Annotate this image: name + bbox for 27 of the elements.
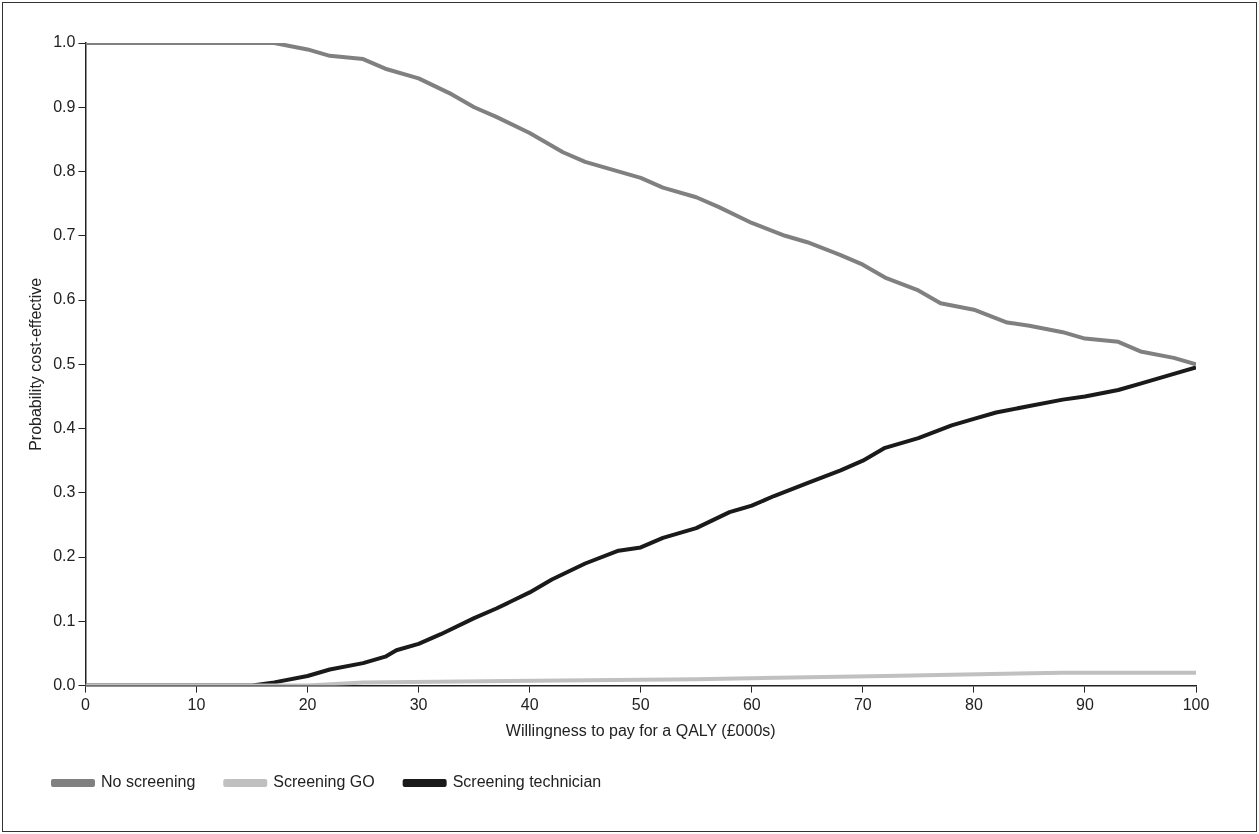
x-tick-label: 0 [80,695,90,713]
legend-label: No screening [101,773,196,791]
y-axis-title: Probability cost-effective [27,277,45,451]
y-tick-label: 0.2 [53,547,76,565]
y-tick-label: 0.6 [53,290,76,308]
y-tick-label: 0.1 [53,611,76,629]
y-tick-label: 0.9 [53,97,76,115]
x-tick-label: 10 [187,695,206,713]
y-tick-label: 0.3 [53,483,76,501]
legend-label: Screening technician [452,773,602,791]
x-tick-label: 50 [631,695,650,713]
y-tick-label: 0.7 [53,226,76,244]
x-tick-label: 40 [520,695,539,713]
x-tick-label: 100 [1182,695,1210,713]
y-tick-label: 1.0 [53,33,76,51]
x-tick-label: 20 [298,695,317,713]
x-tick-label: 70 [853,695,872,713]
legend-label: Screening GO [273,773,375,791]
y-tick-label: 0.4 [53,418,76,436]
x-tick-label: 90 [1076,695,1094,713]
x-tick-label: 30 [409,695,428,713]
x-tick-label: 80 [964,695,983,713]
y-tick-label: 0.8 [53,161,76,179]
y-tick-label: 0.0 [53,676,76,694]
y-tick-label: 0.5 [53,354,76,372]
x-tick-label: 60 [742,695,761,713]
x-axis-title: Willingness to pay for a QALY (£000s) [505,721,776,739]
